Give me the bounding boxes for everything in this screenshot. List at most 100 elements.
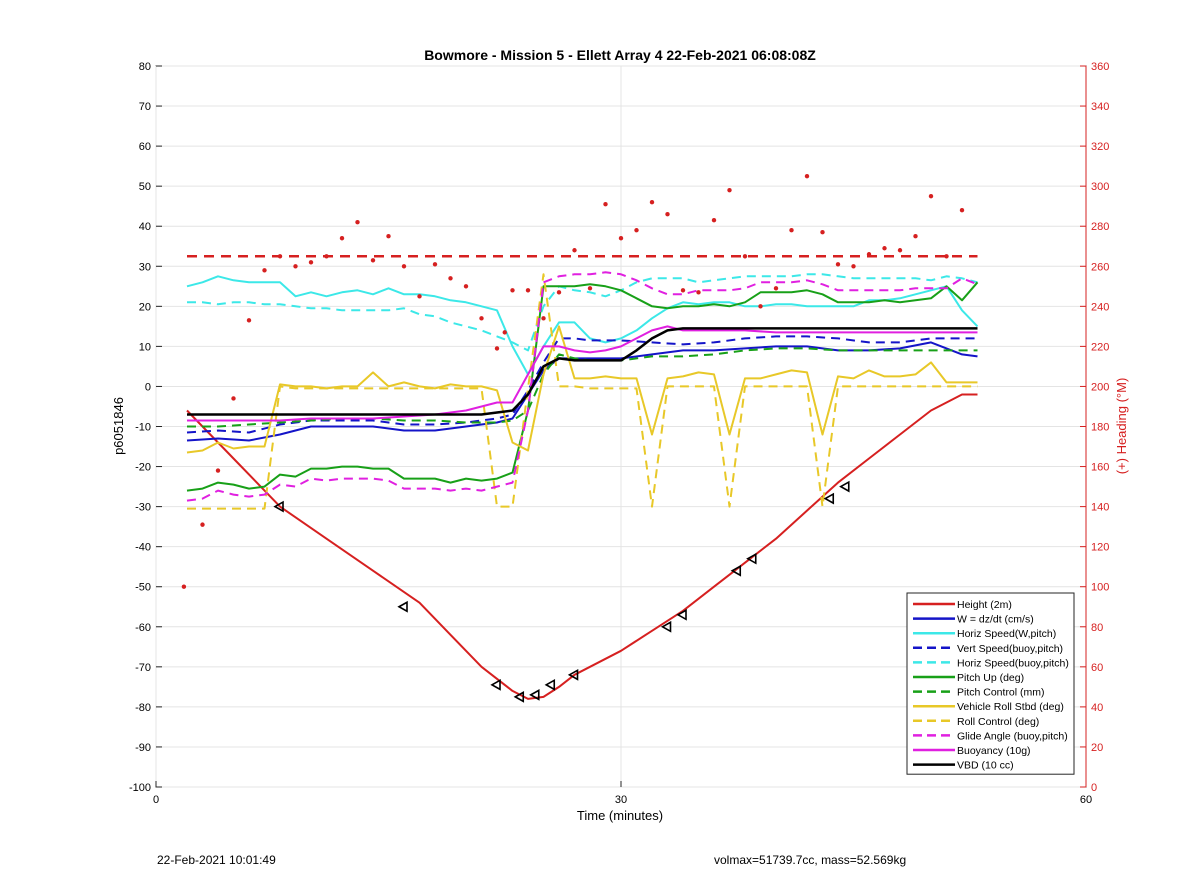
height-marker bbox=[839, 480, 850, 493]
heading-point bbox=[215, 468, 221, 473]
heading-point bbox=[851, 264, 856, 269]
heading-point bbox=[572, 248, 577, 253]
y-tick-label: -50 bbox=[135, 582, 151, 594]
heading-point bbox=[758, 304, 763, 309]
heading-point bbox=[649, 199, 655, 205]
heading-point bbox=[804, 173, 810, 179]
heading-point bbox=[463, 284, 469, 289]
legend-label: Vehicle Roll Stbd (deg) bbox=[957, 701, 1064, 713]
y-tick-label: 40 bbox=[139, 221, 151, 233]
y2-tick-label: 20 bbox=[1091, 742, 1103, 754]
heading-point bbox=[231, 396, 236, 401]
legend-label: Vert Speed(buoy,pitch) bbox=[957, 643, 1063, 655]
heading-point bbox=[820, 230, 825, 235]
heading-point bbox=[866, 252, 872, 257]
legend-label: VBD (10 cc) bbox=[957, 760, 1014, 772]
heading-point bbox=[835, 262, 841, 267]
heading-point bbox=[773, 286, 779, 291]
y-tick-label: 50 bbox=[139, 181, 151, 193]
y2-tick-label: 160 bbox=[1091, 462, 1109, 474]
height-markers-layer bbox=[273, 480, 850, 703]
heading-point bbox=[293, 264, 298, 269]
heading-point bbox=[479, 316, 484, 321]
x-axis-label: Time (minutes) bbox=[577, 808, 663, 823]
legend: Height (2m) W = dz/dt (cm/s) Horiz Speed(W… bbox=[906, 592, 1075, 775]
heading-point bbox=[742, 254, 748, 259]
series-line bbox=[186, 271, 978, 502]
y-tick-label: -60 bbox=[135, 622, 151, 634]
heading-point bbox=[324, 254, 329, 259]
footer-timestamp: 22-Feb-2021 10:01:49 bbox=[157, 853, 276, 867]
series-line bbox=[186, 393, 978, 700]
y2-tick-label: 100 bbox=[1091, 582, 1109, 594]
heading-point bbox=[603, 201, 608, 207]
legend-label: Horiz Speed(W,pitch) bbox=[957, 628, 1056, 640]
y2-tick-label: 320 bbox=[1091, 141, 1109, 153]
heading-point bbox=[401, 264, 407, 269]
heading-point bbox=[882, 246, 887, 251]
heading-point bbox=[386, 234, 391, 239]
series-line bbox=[186, 325, 978, 454]
height-marker bbox=[823, 492, 835, 505]
legend-label: Pitch Up (deg) bbox=[957, 672, 1024, 684]
heading-point bbox=[897, 248, 903, 253]
height-marker bbox=[676, 608, 687, 621]
heading-point bbox=[556, 290, 562, 295]
series-line bbox=[187, 327, 978, 416]
series-line bbox=[186, 281, 979, 492]
axes: -100-90-80-70-60-50-40-30-20-10010203040… bbox=[129, 61, 1109, 806]
series-line bbox=[187, 325, 978, 422]
y2-tick-label: 240 bbox=[1091, 301, 1109, 313]
heading-point bbox=[502, 330, 507, 335]
heading-point bbox=[959, 208, 965, 213]
heading-point bbox=[355, 220, 360, 225]
y-tick-label: 20 bbox=[139, 301, 151, 313]
legend-label: Buoyancy (10g) bbox=[957, 745, 1031, 757]
x-tick-label: 60 bbox=[1080, 794, 1092, 806]
height-marker bbox=[490, 678, 501, 691]
y-tick-label: -90 bbox=[135, 742, 151, 754]
legend-label: Horiz Speed(buoy,pitch) bbox=[957, 657, 1069, 669]
heading-point bbox=[339, 236, 345, 241]
y-tick-label: -20 bbox=[135, 462, 151, 474]
heading-points-layer bbox=[181, 173, 965, 589]
heading-point bbox=[618, 236, 624, 241]
y2-tick-label: 340 bbox=[1091, 101, 1109, 113]
y-tick-label: -30 bbox=[135, 502, 151, 514]
y-axis-label: p6051846 bbox=[111, 397, 126, 455]
y2-tick-label: 360 bbox=[1091, 61, 1109, 73]
height-marker bbox=[397, 600, 408, 613]
y2-tick-label: 280 bbox=[1091, 221, 1109, 233]
height-marker bbox=[730, 564, 742, 577]
heading-point bbox=[789, 228, 794, 233]
series-line bbox=[186, 335, 978, 434]
heading-point bbox=[711, 218, 717, 223]
legend-box bbox=[906, 592, 1075, 775]
y-tick-label: 70 bbox=[139, 101, 151, 113]
height-marker bbox=[567, 668, 579, 681]
heading-point bbox=[913, 234, 918, 239]
height-marker bbox=[746, 552, 757, 565]
series-line bbox=[186, 275, 979, 376]
heading-point bbox=[541, 316, 546, 321]
heading-point bbox=[370, 258, 376, 263]
series-layer bbox=[186, 255, 979, 700]
heading-point bbox=[448, 276, 453, 281]
y2-tick-label: 40 bbox=[1091, 702, 1103, 714]
x-tick-label: 0 bbox=[153, 794, 159, 806]
heading-point bbox=[665, 212, 670, 217]
y2-axis-label: (+) Heading (°M) bbox=[1114, 378, 1129, 475]
heading-point bbox=[417, 294, 422, 299]
y-tick-label: -70 bbox=[135, 662, 151, 674]
y2-tick-label: 200 bbox=[1091, 381, 1109, 393]
heading-point bbox=[587, 286, 593, 291]
heading-point bbox=[696, 290, 701, 295]
heading-point bbox=[494, 346, 500, 351]
heading-point bbox=[944, 254, 949, 259]
y-tick-label: 80 bbox=[139, 61, 151, 73]
legend-label: Pitch Control (mm) bbox=[957, 687, 1045, 699]
y2-tick-label: 300 bbox=[1091, 181, 1109, 193]
height-marker bbox=[660, 620, 672, 633]
legend-label: Glide Angle (buoy,pitch) bbox=[957, 730, 1068, 742]
